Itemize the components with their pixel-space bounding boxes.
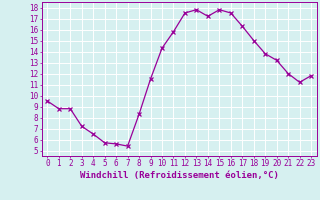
X-axis label: Windchill (Refroidissement éolien,°C): Windchill (Refroidissement éolien,°C) — [80, 171, 279, 180]
